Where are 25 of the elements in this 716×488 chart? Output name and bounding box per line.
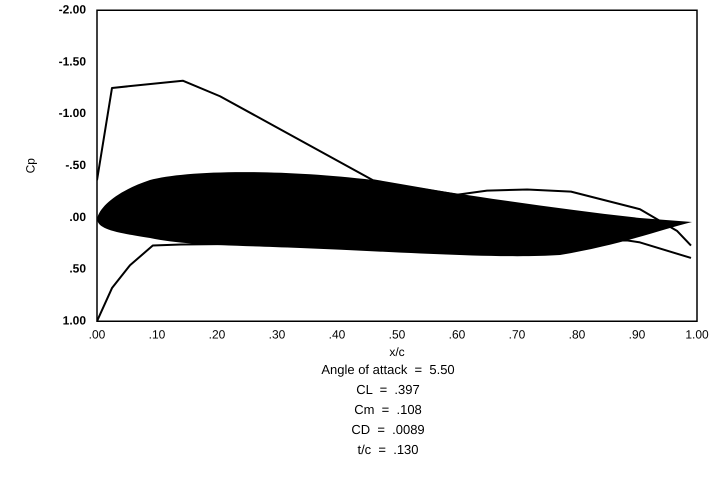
- text: CD = .0089: [350, 421, 426, 439]
- x-tick-label: 1.00: [685, 328, 709, 342]
- y-tick-label: .00: [69, 210, 86, 224]
- x-tick-label: .00: [88, 328, 106, 342]
- text: t/c = .130: [356, 441, 420, 459]
- text: Angle of attack = 5.50: [320, 361, 456, 379]
- y-tick-label: -1.00: [58, 106, 86, 120]
- x-tick-label: .80: [568, 328, 586, 342]
- x-tick-label: .90: [628, 328, 646, 342]
- y-tick-label: -.50: [65, 158, 86, 172]
- x-tick-label: .40: [328, 328, 346, 342]
- x-tick-label: .70: [508, 328, 526, 342]
- text: CL = .397: [355, 381, 421, 399]
- y-tick-label: 1.00: [62, 314, 86, 328]
- x-tick-label: .10: [148, 328, 166, 342]
- y-tick-label: -1.50: [58, 54, 86, 68]
- x-tick-label: .30: [268, 328, 286, 342]
- x-tick-label: .20: [208, 328, 226, 342]
- x-axis-title: x/c: [389, 345, 405, 360]
- x-tick-label: .60: [448, 328, 466, 342]
- y-tick-label: -2.00: [58, 2, 86, 17]
- x-tick-label: .50: [388, 328, 406, 342]
- text: Cm = .108: [353, 401, 423, 419]
- y-tick-label: .50: [69, 262, 86, 276]
- y-axis-title: Cp: [24, 158, 38, 174]
